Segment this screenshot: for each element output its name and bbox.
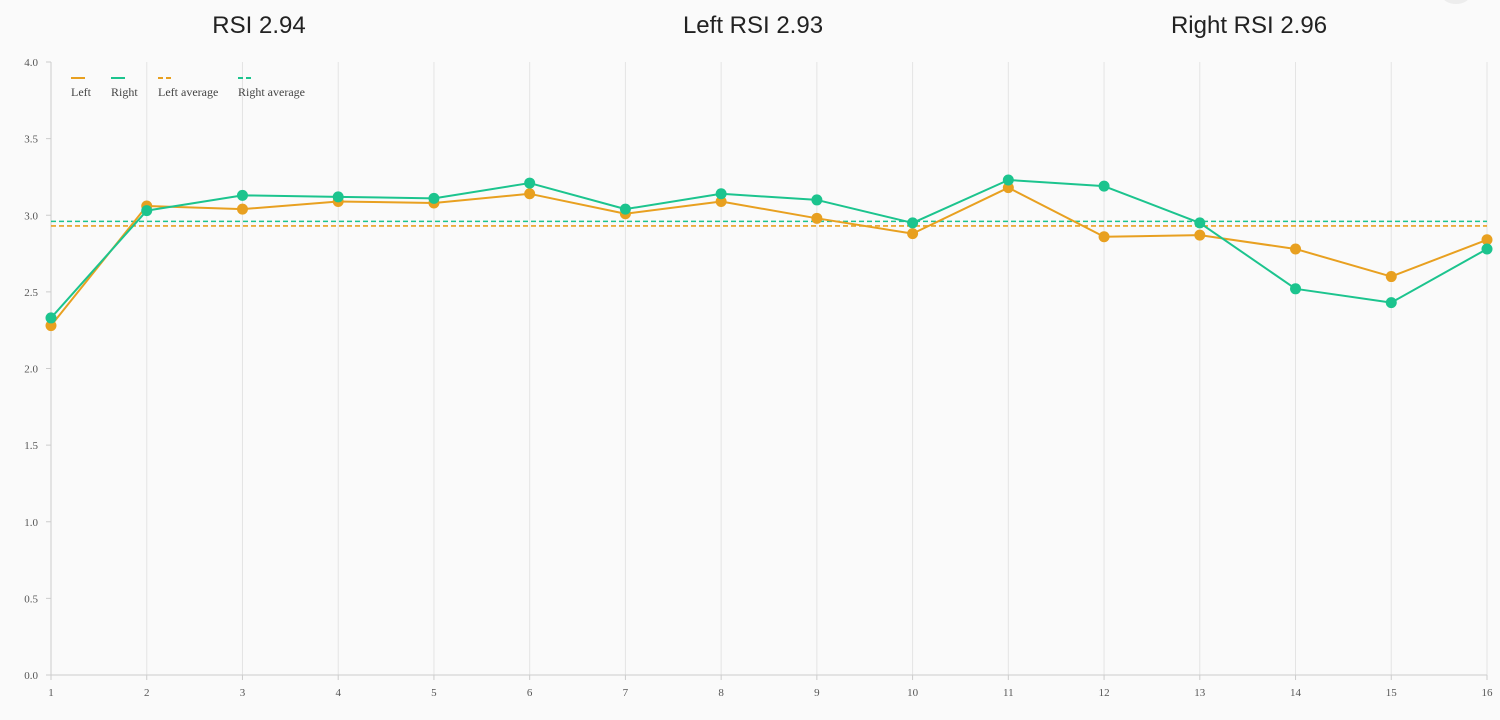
x-tick-label: 13	[1194, 687, 1206, 699]
legend-label-left: Left	[71, 85, 92, 99]
left-point	[1002, 182, 1014, 194]
y-tick-label: 0.5	[24, 593, 38, 605]
y-tick-label: 1.0	[24, 517, 38, 529]
x-tick-label: 14	[1290, 687, 1302, 699]
legend-label-left-average: Left average	[158, 85, 218, 99]
right-point	[428, 192, 440, 204]
y-tick-label: 4.0	[24, 57, 38, 69]
right-rsi-stat: Right RSI 2.96	[1170, 12, 1328, 39]
y-tick-label: 1.5	[24, 440, 38, 452]
left-point	[45, 320, 57, 332]
x-tick-label: 11	[1003, 687, 1014, 699]
x-tick-label: 1	[48, 687, 54, 699]
x-tick-label: 10	[907, 687, 919, 699]
right-point	[524, 177, 536, 189]
left-point	[907, 228, 919, 240]
left-point	[715, 195, 727, 207]
y-tick-label: 2.5	[24, 287, 38, 299]
x-tick-label: 12	[1099, 687, 1110, 699]
header: RSI 2.94 Left RSI 2.93 Right RSI 2.96	[0, 0, 1500, 60]
left-point	[811, 212, 823, 224]
x-tick-label: 2	[144, 687, 150, 699]
y-tick-label: 0.0	[24, 670, 38, 682]
legend-label-right-average: Right average	[238, 85, 305, 99]
x-tick-label: 16	[1482, 687, 1494, 699]
x-tick-label: 7	[623, 687, 629, 699]
right-point	[236, 189, 248, 201]
left-point	[524, 188, 536, 200]
right-point	[45, 312, 57, 324]
right-point	[1290, 283, 1302, 295]
right-point	[1098, 180, 1110, 192]
right-point	[811, 194, 823, 206]
right-point	[1002, 174, 1014, 186]
x-tick-label: 4	[335, 687, 341, 699]
right-point	[1194, 217, 1206, 229]
right-point	[141, 205, 153, 217]
left-point	[1481, 234, 1493, 246]
rsi-stat: RSI 2.94	[212, 12, 306, 39]
right-point	[332, 191, 344, 203]
x-tick-label: 15	[1386, 687, 1398, 699]
y-tick-label: 3.0	[24, 210, 38, 222]
left-point	[1194, 229, 1206, 241]
x-tick-label: 3	[240, 687, 246, 699]
corner-button-icon[interactable]	[1442, 0, 1470, 4]
left-point	[236, 203, 248, 215]
x-tick-label: 9	[814, 687, 820, 699]
right-point	[907, 217, 919, 229]
right-series-line	[50, 179, 1488, 319]
x-tick-label: 5	[431, 687, 437, 699]
left-point	[1098, 231, 1110, 243]
left-series-line	[50, 186, 1488, 327]
legend-label-right: Right	[111, 85, 138, 99]
right-point	[1481, 243, 1493, 255]
x-tick-label: 6	[527, 687, 533, 699]
right-point	[715, 188, 727, 200]
x-tick-label: 8	[718, 687, 724, 699]
left-rsi-stat: Left RSI 2.93	[682, 12, 824, 39]
right-point	[619, 203, 631, 215]
y-tick-label: 2.0	[24, 364, 38, 376]
y-tick-label: 3.5	[24, 134, 38, 146]
left-point	[1290, 243, 1302, 255]
left-point	[1385, 271, 1397, 283]
right-point	[1385, 297, 1397, 309]
